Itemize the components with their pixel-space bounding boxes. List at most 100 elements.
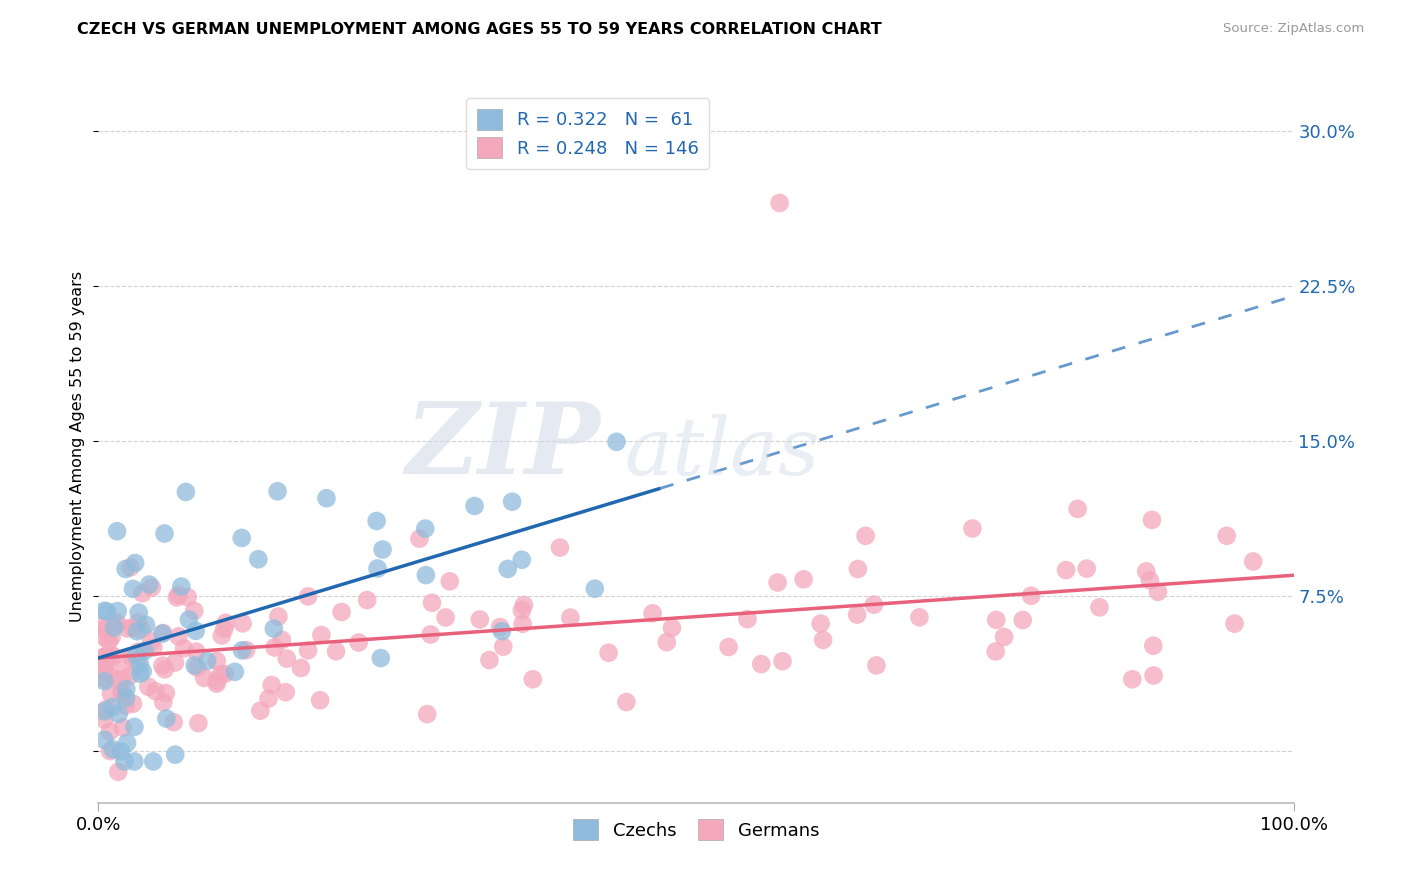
Point xyxy=(124,556,146,570)
Point xyxy=(260,678,283,692)
Point xyxy=(124,755,146,769)
Point xyxy=(110,663,132,677)
Point xyxy=(366,514,388,528)
Point xyxy=(1066,501,1088,516)
Point xyxy=(104,615,127,630)
Point xyxy=(419,627,441,641)
Point xyxy=(135,617,157,632)
Point xyxy=(211,628,233,642)
Point xyxy=(1011,613,1033,627)
Point xyxy=(224,665,246,679)
Point xyxy=(110,684,132,698)
Point xyxy=(962,521,984,535)
Point xyxy=(122,697,145,711)
Point xyxy=(100,687,122,701)
Point xyxy=(101,671,124,685)
Point xyxy=(93,649,115,664)
Point xyxy=(478,653,501,667)
Point xyxy=(93,649,115,664)
Point xyxy=(370,651,392,665)
Point xyxy=(93,713,115,727)
Point xyxy=(413,522,436,536)
Point xyxy=(311,628,333,642)
Point xyxy=(1223,616,1246,631)
Point xyxy=(510,553,533,567)
Point xyxy=(810,616,832,631)
Point xyxy=(138,577,160,591)
Point xyxy=(214,622,236,636)
Point xyxy=(984,644,1007,658)
Point xyxy=(120,649,142,664)
Point xyxy=(510,603,533,617)
Point xyxy=(297,643,319,657)
Point xyxy=(215,615,238,630)
Point xyxy=(468,612,491,626)
Point xyxy=(1088,600,1111,615)
Point xyxy=(496,562,519,576)
Point xyxy=(560,610,582,624)
Point xyxy=(145,684,167,698)
Point xyxy=(205,673,228,688)
Point xyxy=(232,616,254,631)
Point xyxy=(111,686,134,700)
Point xyxy=(276,651,298,665)
Point xyxy=(415,568,437,582)
Point xyxy=(231,531,253,545)
Point xyxy=(131,623,153,637)
Text: atlas: atlas xyxy=(624,415,820,491)
Point xyxy=(97,649,120,664)
Point xyxy=(142,640,165,655)
Point xyxy=(214,667,236,681)
Point xyxy=(309,693,332,707)
Point xyxy=(142,755,165,769)
Point xyxy=(101,700,124,714)
Point xyxy=(583,582,606,596)
Point xyxy=(1215,529,1237,543)
Point xyxy=(235,643,257,657)
Point xyxy=(489,620,512,634)
Point xyxy=(247,552,270,566)
Point xyxy=(661,621,683,635)
Point xyxy=(1121,672,1143,686)
Point xyxy=(195,654,218,668)
Point xyxy=(366,561,388,575)
Point xyxy=(124,720,146,734)
Point xyxy=(183,604,205,618)
Point xyxy=(152,658,174,673)
Point xyxy=(737,612,759,626)
Point xyxy=(121,649,143,664)
Point xyxy=(115,690,138,705)
Point xyxy=(274,685,297,699)
Point xyxy=(128,657,150,671)
Point xyxy=(93,672,115,686)
Point xyxy=(93,732,115,747)
Point xyxy=(163,715,186,730)
Point xyxy=(655,635,678,649)
Point xyxy=(416,707,439,722)
Point xyxy=(1135,565,1157,579)
Point xyxy=(100,648,122,662)
Point xyxy=(118,669,141,683)
Point xyxy=(173,641,195,656)
Point xyxy=(1147,584,1170,599)
Point xyxy=(855,529,877,543)
Point xyxy=(107,764,129,779)
Point xyxy=(749,657,772,672)
Point xyxy=(110,744,132,758)
Point xyxy=(257,691,280,706)
Point xyxy=(464,499,486,513)
Point xyxy=(193,671,215,685)
Point xyxy=(993,630,1015,644)
Point xyxy=(811,632,834,647)
Point xyxy=(249,704,271,718)
Point xyxy=(105,524,128,539)
Point xyxy=(176,590,198,604)
Point xyxy=(492,640,515,654)
Point xyxy=(141,634,163,648)
Point xyxy=(155,686,177,700)
Point xyxy=(131,665,153,679)
Point xyxy=(93,663,115,677)
Point xyxy=(598,646,620,660)
Point xyxy=(153,526,176,541)
Point xyxy=(103,649,125,664)
